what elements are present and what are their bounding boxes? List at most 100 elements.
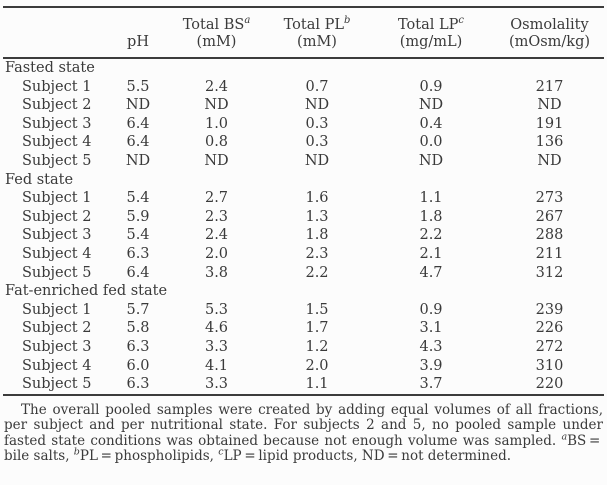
- col-header-empty: [3, 7, 110, 59]
- col-unit: (mOsm/kg): [508, 34, 591, 50]
- cell-value: 3.3: [204, 338, 229, 355]
- cell-value: ND: [204, 97, 229, 114]
- group-label: Fasted state: [5, 60, 95, 76]
- table-row: Subject 3 5.4 2.4 1.8 2.2 288: [3, 226, 604, 245]
- cell-value: 2.3: [305, 245, 329, 262]
- row-label: Subject 1: [22, 190, 92, 207]
- col-label: Total LP: [398, 17, 459, 33]
- cell-value: 1.8: [305, 227, 329, 244]
- cell-value: 272: [535, 338, 564, 355]
- row-label: Subject 2: [22, 97, 92, 114]
- cell-value: 6.4: [126, 134, 150, 151]
- cell-value: 2.4: [204, 227, 229, 244]
- col-label: pH: [127, 34, 149, 50]
- cell-value: 2.2: [305, 264, 329, 281]
- table-row: Subject 1 5.5 2.4 0.7 0.9 217: [3, 78, 604, 97]
- cell-value: 0.4: [419, 115, 443, 132]
- row-label: Subject 1: [22, 78, 92, 95]
- cell-value: 2.3: [204, 208, 229, 225]
- cell-value: ND: [125, 97, 151, 114]
- col-header-osmolality: Osmolality (mOsm/kg): [495, 7, 604, 59]
- cell-value: ND: [125, 152, 151, 169]
- cell-value: 1.3: [305, 208, 329, 225]
- cell-value: 273: [535, 190, 564, 207]
- group-row: Fasted state: [3, 58, 604, 78]
- cell-value: 0.7: [305, 78, 329, 95]
- cell-value: 3.3: [204, 376, 229, 393]
- cell-value: ND: [204, 152, 229, 169]
- col-label: Total BS: [182, 17, 245, 33]
- cell-value: 5.4: [126, 227, 150, 244]
- cell-value: 6.3: [126, 376, 150, 393]
- row-label: Subject 3: [22, 115, 92, 132]
- row-label: Subject 4: [22, 357, 92, 374]
- cell-value: 211: [535, 245, 564, 262]
- table-row: Subject 1 5.4 2.7 1.6 1.1 273: [3, 189, 604, 208]
- table-row: Subject 2 5.8 4.6 1.7 3.1 226: [3, 319, 604, 338]
- cell-value: 288: [535, 227, 564, 244]
- table-sheet: pH Total BSa (mM) Total PLb (mM) Total L…: [3, 6, 604, 465]
- cell-value: 312: [535, 264, 564, 281]
- group-label: Fed state: [5, 171, 74, 188]
- col-header-total-bs: Total BSa (mM): [166, 7, 267, 59]
- cell-value: 5.8: [126, 320, 150, 337]
- cell-value: 3.8: [204, 264, 229, 281]
- cell-value: 4.3: [419, 338, 443, 355]
- col-unit: (mg/mL): [399, 34, 463, 50]
- cell-value: 1.5: [305, 301, 329, 318]
- footnote-marker-c: c: [458, 15, 464, 27]
- row-label: Subject 1: [22, 301, 92, 318]
- cell-value: 191: [535, 115, 564, 132]
- header-row: pH Total BSa (mM) Total PLb (mM) Total L…: [3, 7, 604, 59]
- cell-value: 6.4: [126, 264, 150, 281]
- cell-value: 5.7: [126, 301, 150, 318]
- cell-value: ND: [304, 97, 330, 114]
- cell-value: 1.7: [305, 320, 329, 337]
- cell-value: 2.7: [204, 190, 229, 207]
- cell-value: 267: [535, 208, 564, 225]
- cell-value: 4.1: [204, 357, 229, 374]
- cell-value: 5.4: [126, 190, 150, 207]
- col-unit: (mM): [196, 34, 237, 50]
- cell-value: 6.4: [126, 115, 150, 132]
- cell-value: 5.3: [204, 301, 229, 318]
- cell-value: 0.9: [419, 78, 443, 95]
- table-row: Subject 2 5.9 2.3 1.3 1.8 267: [3, 208, 604, 227]
- cell-value: 4.6: [204, 320, 229, 337]
- footnote-marker-b: b: [343, 15, 351, 27]
- table-row: Subject 5 6.4 3.8 2.2 4.7 312: [3, 264, 604, 283]
- row-label: Subject 2: [22, 320, 92, 337]
- table-row: Subject 5 ND ND ND ND ND: [3, 152, 604, 171]
- cell-value: 310: [535, 357, 564, 374]
- data-table: pH Total BSa (mM) Total PLb (mM) Total L…: [3, 6, 604, 396]
- footnote-sup-c: c: [218, 446, 224, 458]
- cell-value: 6.3: [126, 245, 150, 262]
- cell-value: 239: [535, 301, 564, 318]
- table-row: Subject 1 5.7 5.3 1.5 0.9 239: [3, 301, 604, 320]
- cell-value: ND: [537, 152, 562, 169]
- cell-value: 1.1: [305, 376, 329, 393]
- group-label: Fat-enriched fed state: [5, 283, 168, 300]
- row-label: Subject 5: [22, 376, 92, 393]
- col-label: Osmolality: [510, 17, 589, 33]
- cell-value: 4.7: [419, 264, 443, 281]
- cell-value: 226: [535, 320, 564, 337]
- cell-value: 220: [535, 376, 564, 393]
- cell-value: 1.6: [305, 190, 329, 207]
- col-header-ph: pH: [110, 7, 166, 59]
- table-row: Subject 4 6.0 4.1 2.0 3.9 310: [3, 357, 604, 376]
- cell-value: 1.8: [419, 208, 443, 225]
- table-row: Subject 2 ND ND ND ND ND: [3, 96, 604, 115]
- footnote-text: BS = bile salts,: [4, 432, 603, 465]
- cell-value: ND: [304, 152, 330, 169]
- cell-value: 2.1: [419, 245, 443, 262]
- cell-value: 6.0: [126, 357, 150, 374]
- cell-value: ND: [418, 152, 444, 169]
- table-row: Subject 5 6.3 3.3 1.1 3.7 220: [3, 375, 604, 395]
- cell-value: 1.0: [204, 115, 229, 132]
- col-header-total-lp: Total LPc (mg/mL): [367, 7, 495, 59]
- cell-value: 2.0: [204, 245, 229, 262]
- cell-value: 2.2: [419, 227, 443, 244]
- footnote-text: The overall pooled samples were created …: [4, 401, 603, 449]
- group-row: Fat-enriched fed state: [3, 282, 604, 301]
